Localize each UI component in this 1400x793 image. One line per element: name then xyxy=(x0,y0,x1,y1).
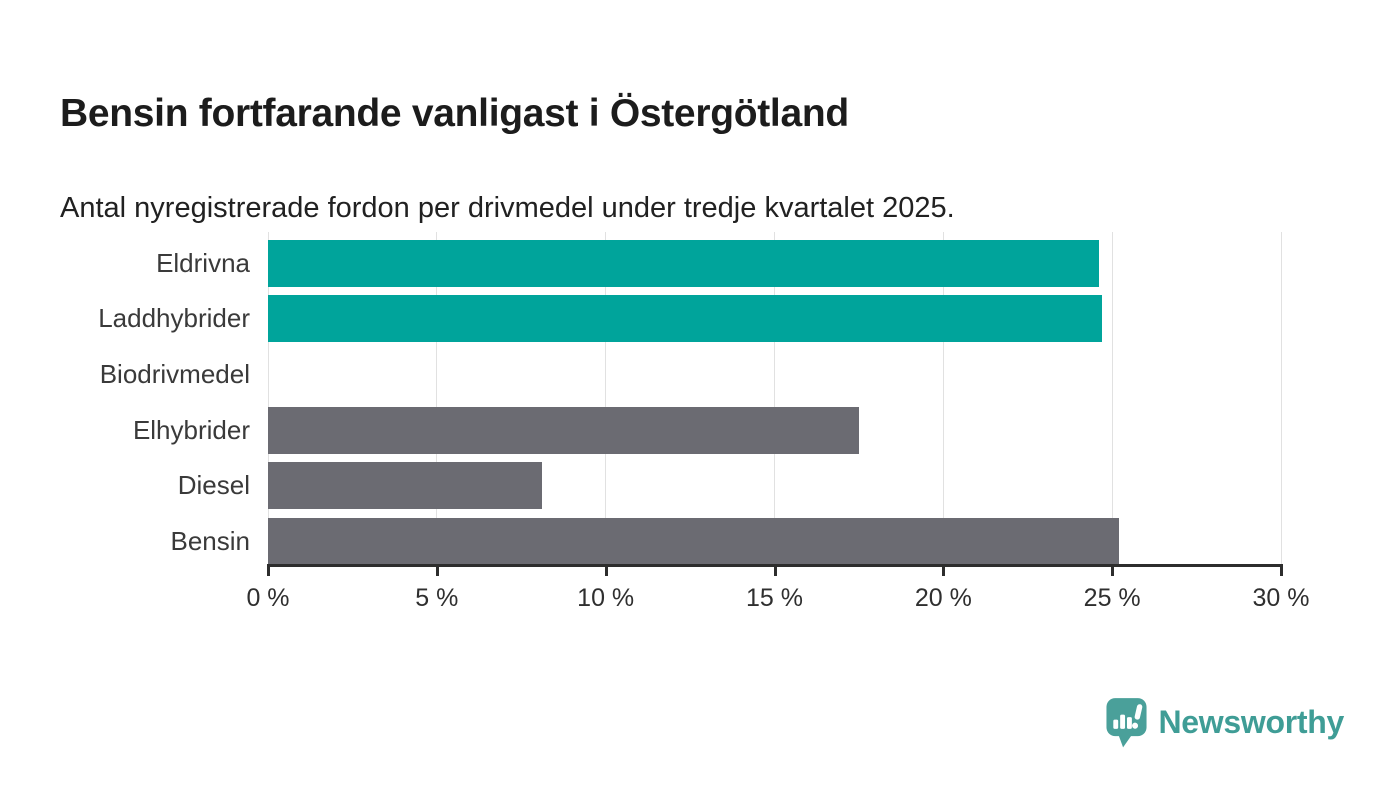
page-title: Bensin fortfarande vanligast i Östergötl… xyxy=(60,92,849,136)
chart-subtitle: Antal nyregistrerade fordon per drivmede… xyxy=(60,192,955,224)
x-axis-line xyxy=(267,564,1283,567)
category-label-diesel: Diesel xyxy=(177,470,250,501)
x-tick-label: 5 % xyxy=(415,584,459,612)
newsworthy-logo-text: Newsworthy xyxy=(1158,704,1345,740)
x-axis-tick-15 xyxy=(773,567,777,576)
bar-bensin xyxy=(268,517,1119,565)
category-label-laddhybrider: Laddhybrider xyxy=(98,303,250,334)
category-label-eldrivna: Eldrivna xyxy=(156,247,250,278)
x-axis: 0 % 5 % 10 % 15 % 20 % 25 % 30 % xyxy=(246,564,1309,624)
plot-area xyxy=(267,232,1282,566)
bar-laddhybrider xyxy=(268,295,1103,343)
x-tick-label: 30 % xyxy=(1252,584,1310,612)
x-axis-tick-20 xyxy=(942,567,946,576)
x-tick-label: 0 % xyxy=(246,584,290,612)
gridline-20 xyxy=(942,232,944,566)
x-axis-tick-25 xyxy=(1111,567,1115,576)
x-axis-tick-5 xyxy=(435,567,439,576)
gridline-5 xyxy=(436,232,438,566)
bar-elhybrider xyxy=(268,406,859,454)
category-label-bensin: Bensin xyxy=(170,525,251,556)
gridline-0 xyxy=(267,232,269,566)
logo-exclamation-glyph xyxy=(1131,704,1142,729)
category-labels: Eldrivna Laddhybrider Biodrivmedel Elhybrid… xyxy=(0,232,250,566)
gridline-30 xyxy=(1280,232,1282,566)
bar-eldrivna xyxy=(268,239,1099,287)
newsworthy-logo: Newsworthy xyxy=(1105,696,1345,749)
bar-diesel xyxy=(268,462,542,510)
x-tick-label: 10 % xyxy=(577,584,635,612)
gridline-10 xyxy=(605,232,607,566)
category-label-elhybrider: Elhybrider xyxy=(132,414,250,445)
category-label-biodrivmedel: Biodrivmedel xyxy=(99,358,250,389)
x-tick-label: 25 % xyxy=(1083,584,1141,612)
x-axis-tick-10 xyxy=(604,567,608,576)
x-tick-label: 15 % xyxy=(746,584,803,612)
gridline-25 xyxy=(1111,232,1113,566)
x-axis-tick-30 xyxy=(1280,567,1283,576)
x-axis-tick-0 xyxy=(267,567,270,576)
gridline-15 xyxy=(774,232,775,566)
x-tick-label: 20 % xyxy=(914,584,972,612)
newsworthy-speech-bubble-chart-icon xyxy=(1105,698,1147,748)
logo-bar-chart-glyph xyxy=(1112,714,1132,729)
